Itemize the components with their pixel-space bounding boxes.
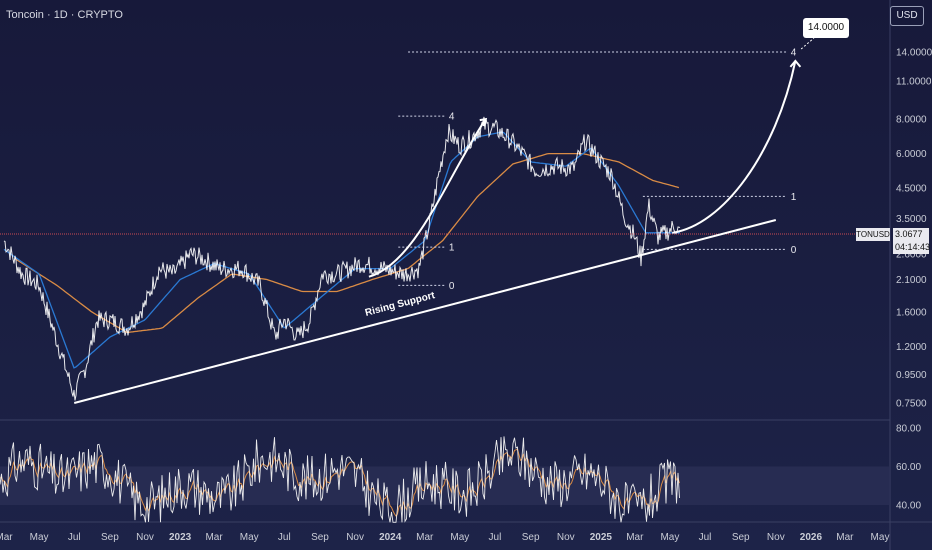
x-tick-7: May — [240, 532, 259, 543]
x-tick-22: Nov — [767, 532, 785, 543]
x-tick-16: Nov — [557, 532, 575, 543]
price-tag-symbol: TONUSD — [856, 228, 890, 241]
past-projection-arrowhead — [479, 117, 488, 127]
rsi-tick-2: 40.00 — [896, 501, 921, 512]
x-tick-18: Mar — [626, 532, 644, 543]
x-tick-20: Jul — [699, 532, 712, 543]
currency-label: USD — [896, 10, 918, 21]
x-tick-25: May — [871, 532, 890, 543]
price-tag-countdown: 04:14:43 — [895, 242, 931, 252]
price-tick-8: 1.6000 — [896, 308, 927, 319]
ma-slow-line — [14, 152, 680, 334]
past-fib-label-2: 4 — [449, 112, 455, 123]
x-tick-21: Sep — [732, 532, 750, 543]
price-tick-3: 6.0000 — [896, 149, 927, 160]
current-fib-label-1: 1 — [791, 192, 797, 203]
x-tick-24: Mar — [836, 532, 854, 543]
x-tick-8: Jul — [278, 532, 291, 543]
price-tag: TONUSD — [856, 228, 900, 254]
x-tick-13: May — [450, 532, 469, 543]
price-tick-2: 8.0000 — [896, 115, 927, 126]
rising-support-line — [73, 219, 777, 404]
price-tick-5: 3.5000 — [896, 214, 927, 225]
price-tick-9: 1.2000 — [896, 342, 927, 353]
x-tick-3: Sep — [101, 532, 119, 543]
x-tick-19: May — [660, 532, 679, 543]
x-tick-14: Jul — [489, 532, 502, 543]
past-fib-label-1: 1 — [449, 243, 455, 254]
past-projection-arrow — [368, 118, 487, 278]
x-tick-2: Jul — [68, 532, 81, 543]
x-tick-5: 2023 — [169, 532, 192, 543]
rising-support-label: Rising Support — [364, 290, 437, 319]
projection-curve — [672, 60, 797, 234]
x-tick-6: Mar — [205, 532, 223, 543]
target-callout-value: 14.0000 — [807, 22, 845, 33]
target-callout-pointer — [800, 37, 815, 50]
x-tick-17: 2025 — [590, 532, 613, 543]
rsi-tick-1: 60.00 — [896, 462, 921, 473]
x-tick-15: Sep — [522, 532, 540, 543]
x-tick-4: Nov — [136, 532, 154, 543]
ma-fast-line — [3, 131, 680, 369]
symbol-title[interactable]: Toncoin · 1D · CRYPTO — [6, 9, 123, 21]
current-fib-label-2: 4 — [791, 48, 797, 59]
price-tag-price: 3.0677 — [895, 229, 923, 239]
x-tick-1: May — [30, 532, 49, 543]
price-tick-0: 14.0000 — [896, 48, 932, 59]
price-tick-4: 4.5000 — [896, 184, 927, 195]
x-tick-23: 2026 — [800, 532, 823, 543]
price-tick-10: 0.9500 — [896, 370, 927, 381]
price-tick-11: 0.7500 — [896, 399, 927, 410]
x-tick-12: Mar — [416, 532, 434, 543]
price-tick-6: 2.6000 — [896, 249, 927, 260]
x-tick-9: Sep — [311, 532, 329, 543]
currency-button[interactable]: USD — [890, 6, 924, 26]
rsi-line — [0, 436, 680, 523]
x-tick-10: Nov — [346, 532, 364, 543]
rsi-tick-0: 80.00 — [896, 424, 921, 435]
price-series-line — [3, 116, 681, 401]
past-fib-label-0: 0 — [449, 281, 455, 292]
current-fib-label-0: 0 — [791, 245, 797, 256]
price-tick-1: 11.0000 — [896, 76, 932, 87]
price-tick-7: 2.1000 — [896, 275, 927, 286]
price-tag-value: 3.0677 04:14:43 — [893, 228, 931, 254]
target-callout: 14.0000 — [803, 18, 849, 38]
x-tick-0: Mar — [0, 532, 13, 543]
projection-arrowhead — [789, 59, 802, 68]
x-tick-11: 2024 — [379, 532, 402, 543]
